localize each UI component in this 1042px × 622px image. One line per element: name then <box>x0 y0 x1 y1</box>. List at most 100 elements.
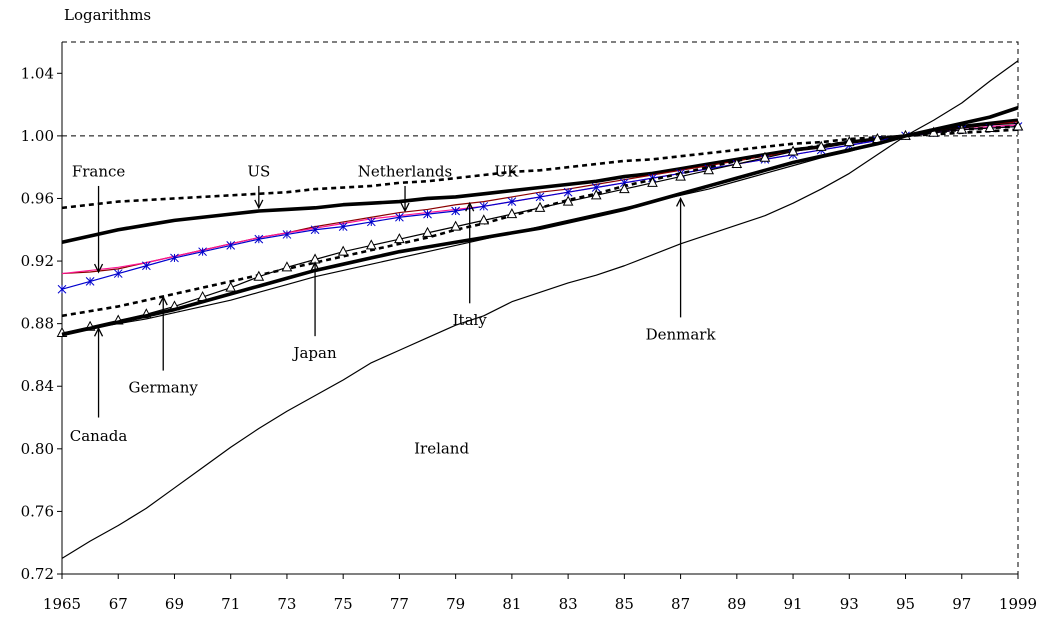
annotation-label-germany: Germany <box>129 378 199 396</box>
data-point-japan <box>731 157 743 169</box>
x-tick-label: 67 <box>109 595 128 613</box>
series-denmark <box>61 122 1019 334</box>
annotation-uk: UK <box>494 163 519 181</box>
annotation-label-uk: UK <box>494 163 519 181</box>
data-point-japan <box>759 151 771 162</box>
plot-frame <box>61 41 1019 575</box>
annotation-us: US <box>247 163 270 210</box>
y-tick-label: 0.88 <box>21 315 54 333</box>
data-point-italy <box>563 187 573 197</box>
annotation-label-denmark: Denmark <box>646 325 717 343</box>
data-point-italy <box>170 253 179 263</box>
annotation-germany: Germany <box>129 295 199 396</box>
data-point-italy <box>85 277 95 286</box>
annotation-arrowhead-netherlands <box>400 202 410 213</box>
data-point-italy <box>141 261 151 271</box>
x-tick-label: 83 <box>559 595 578 613</box>
data-point-italy <box>226 241 236 250</box>
annotation-italy: Italy <box>453 201 488 329</box>
x-tick-label: 89 <box>727 595 746 613</box>
annotation-france: France <box>72 163 126 274</box>
y-tick-label: 0.72 <box>21 565 54 583</box>
series-line-canada <box>61 106 1019 337</box>
x-tick-label: 69 <box>165 595 184 613</box>
y-tick-label: 0.96 <box>21 189 54 207</box>
x-tick-label: 81 <box>502 595 521 613</box>
data-point-japan <box>984 121 996 133</box>
data-point-japan <box>365 239 377 250</box>
y-tick-label: 0.76 <box>21 502 54 520</box>
annotation-arrowhead-france <box>93 263 104 274</box>
data-point-japan <box>590 189 602 200</box>
data-point-japan <box>647 176 658 187</box>
annotation-arrowhead-japan <box>310 261 320 271</box>
x-tick-label: 73 <box>277 595 296 613</box>
x-axis: 1965 67 69 71 73 75 77 79 81 83 85 87 89 91 93 95 97 1999 <box>43 573 1037 613</box>
annotation-japan: Japan <box>291 261 337 362</box>
data-point-japan <box>534 201 546 212</box>
data-point-japan <box>281 261 293 272</box>
annotation-denmark: Denmark <box>646 197 717 343</box>
annotation-arrowhead-italy <box>465 201 475 212</box>
annotation-label-canada: Canada <box>70 427 128 445</box>
y-axis-label: Logarithms <box>64 6 151 24</box>
annotation-label-japan: Japan <box>291 344 337 362</box>
annotation-label-france: France <box>72 163 126 181</box>
data-point-italy <box>282 230 292 239</box>
annotation-label-italy: Italy <box>453 311 488 329</box>
x-tick-label: 75 <box>334 595 353 613</box>
data-point-japan <box>787 145 799 156</box>
annotation-canada: Canada <box>70 326 128 445</box>
data-point-japan <box>253 270 265 281</box>
data-point-italy <box>366 217 376 227</box>
annotation-label-ireland: Ireland <box>414 440 469 458</box>
annotation-label-us: US <box>247 163 270 181</box>
data-point-italy <box>57 284 67 294</box>
series-line-us <box>61 128 1019 210</box>
x-tick-label: 93 <box>840 595 859 613</box>
data-point-japan <box>394 233 405 244</box>
series-line-ireland <box>61 60 1019 559</box>
data-point-japan <box>675 170 686 181</box>
x-tick-label: 91 <box>784 595 803 613</box>
x-tick-label: 1999 <box>999 595 1037 613</box>
data-point-japan <box>506 208 518 219</box>
annotation-ireland: Ireland <box>414 440 469 458</box>
data-point-italy <box>451 206 461 216</box>
data-point-italy <box>338 222 348 231</box>
annotation-netherlands: Netherlands <box>358 163 452 213</box>
x-tick-label: 1965 <box>43 595 81 613</box>
data-point-italy <box>198 247 207 257</box>
data-point-japan <box>478 214 490 225</box>
data-point-italy <box>395 212 404 222</box>
annotation-arrowhead-denmark <box>676 197 686 207</box>
series-layer <box>56 60 1024 559</box>
series-ireland <box>61 60 1019 559</box>
data-point-japan <box>337 245 349 256</box>
x-tick-label: 85 <box>615 595 634 613</box>
data-point-japan <box>703 164 715 175</box>
annotation-arrowhead-us <box>254 199 264 210</box>
data-point-japan <box>450 220 461 231</box>
series-line-germany <box>61 125 1019 318</box>
y-axis: 0.72 0.76 0.80 0.84 0.88 0.92 0.96 1.00 1.04 <box>21 42 63 583</box>
data-point-japan <box>225 281 237 292</box>
data-point-italy <box>254 234 264 244</box>
y-tick-label: 0.92 <box>21 252 54 270</box>
data-point-japan <box>1012 120 1024 131</box>
y-tick-label: 0.80 <box>21 440 54 458</box>
x-tick-label: 95 <box>896 595 915 613</box>
series-canada <box>61 106 1019 337</box>
data-point-italy <box>113 269 123 278</box>
x-tick-label: 77 <box>390 595 409 613</box>
data-point-italy <box>535 192 545 202</box>
annotation-layer: France US Netherlands UK Italy Denmark Japan Ge… <box>70 163 717 458</box>
data-point-japan <box>843 136 855 147</box>
x-tick-label: 97 <box>952 595 971 613</box>
annotation-label-netherlands: Netherlands <box>358 163 452 181</box>
data-point-japan <box>422 226 433 237</box>
series-us <box>61 128 1019 210</box>
data-point-japan <box>619 183 630 194</box>
y-tick-label: 0.84 <box>21 377 54 395</box>
